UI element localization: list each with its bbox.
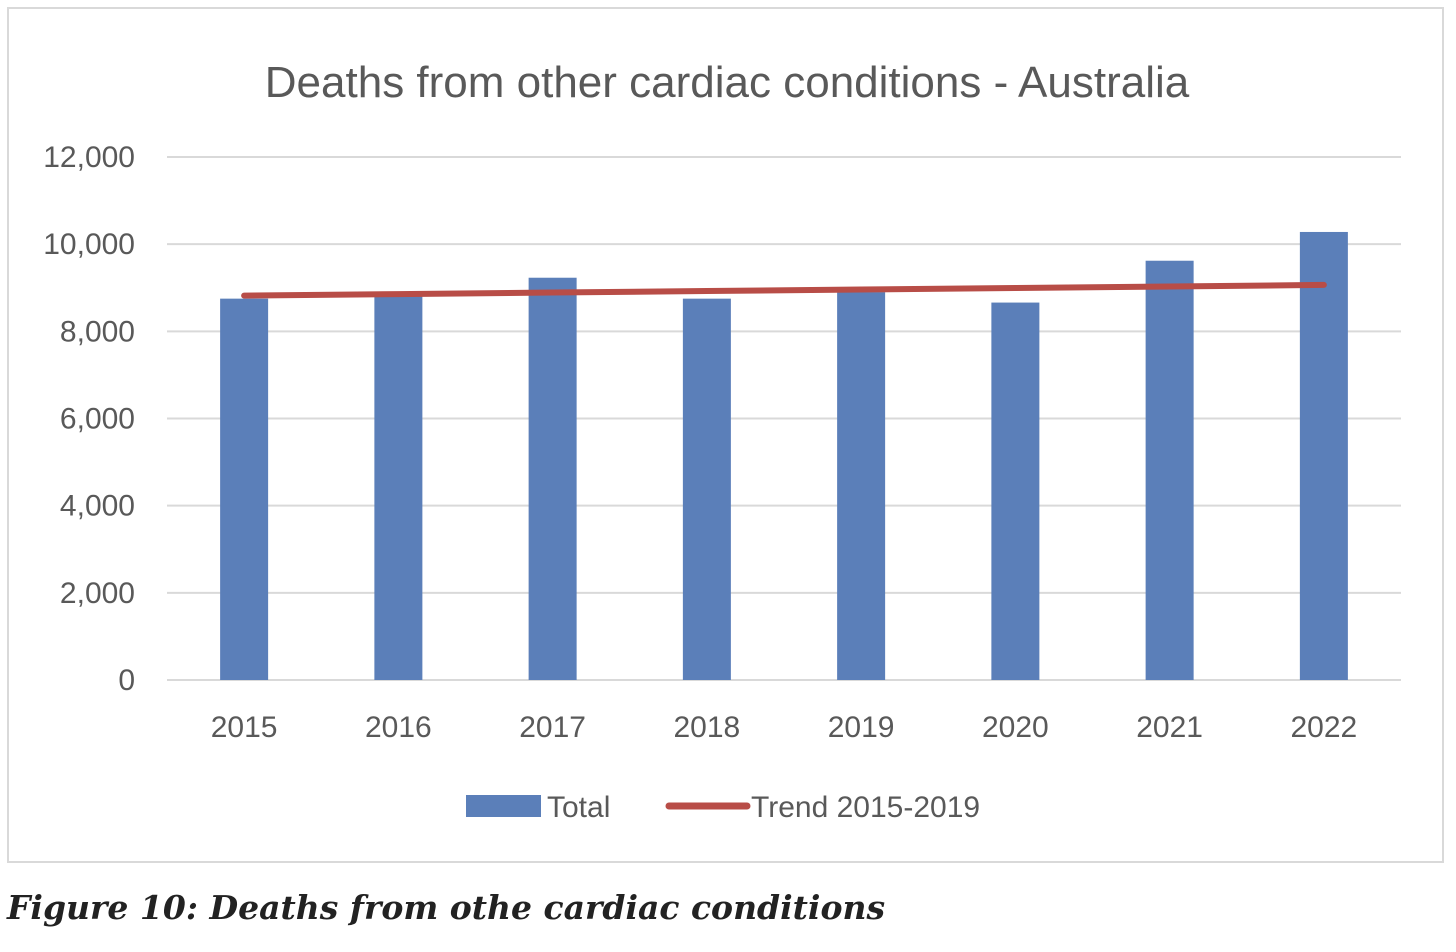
- legend-label-trend: Trend 2015-2019: [751, 791, 980, 824]
- y-tick-label: 2,000: [60, 577, 135, 610]
- bar-2022: [1299, 231, 1348, 681]
- x-tick-label: 2019: [828, 711, 895, 744]
- legend-swatch-total: [466, 795, 541, 817]
- chart: Deaths from other cardiac conditions - A…: [43, 58, 1401, 824]
- legend: Total Trend 2015-2019: [466, 791, 980, 824]
- y-tick-label: 6,000: [60, 403, 135, 436]
- x-tick-label: 2020: [982, 711, 1049, 744]
- x-tick-label: 2017: [519, 711, 586, 744]
- y-tick-label: 8,000: [60, 315, 135, 348]
- legend-label-total: Total: [547, 791, 610, 824]
- gridlines: [167, 156, 1401, 681]
- y-axis-ticks: 0 2,000 4,000 6,000 8,000 10,000 12,000: [43, 141, 135, 697]
- bar-2020: [991, 302, 1040, 680]
- x-tick-label: 2022: [1291, 711, 1358, 744]
- bar-2018: [682, 298, 731, 680]
- y-tick-label: 10,000: [43, 228, 135, 261]
- chart-title: Deaths from other cardiac conditions - A…: [265, 58, 1190, 107]
- y-tick-label: 12,000: [43, 141, 135, 174]
- x-tick-label: 2015: [211, 711, 278, 744]
- x-tick-label: 2016: [365, 711, 432, 744]
- chart-frame: Deaths from other cardiac conditions - A…: [7, 7, 1444, 863]
- bar-2017: [528, 277, 577, 680]
- trend-line: [241, 281, 1327, 299]
- trend-series: [241, 281, 1327, 299]
- bar-series: [220, 231, 1348, 681]
- bar-2016: [374, 294, 423, 680]
- y-tick-label: 0: [118, 664, 135, 697]
- bar-2015: [220, 298, 269, 680]
- x-axis-ticks: 2015 2016 2017 2018 2019 2020 2021 2022: [211, 711, 1358, 744]
- x-tick-label: 2018: [674, 711, 741, 744]
- bar-2019: [837, 292, 886, 680]
- figure-caption: Figure 10: Deaths from othe cardiac cond…: [7, 888, 886, 927]
- bar-2021: [1145, 260, 1194, 680]
- x-tick-label: 2021: [1136, 711, 1203, 744]
- y-tick-label: 4,000: [60, 490, 135, 523]
